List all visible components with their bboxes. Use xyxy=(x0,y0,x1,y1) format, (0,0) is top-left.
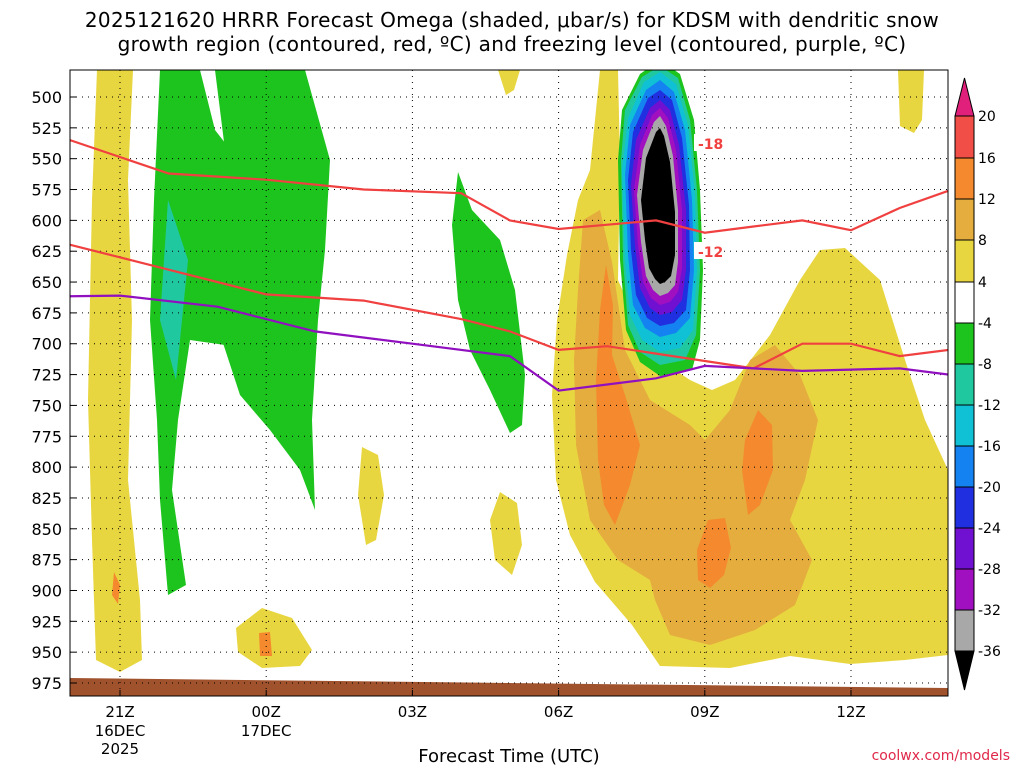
colorbar-label: -36 xyxy=(978,644,1001,660)
ascent-core-left xyxy=(112,572,120,604)
y-tick-label: 850 xyxy=(31,520,62,539)
x-tick-label: 21Z xyxy=(105,703,134,721)
colorbar-swatch xyxy=(954,322,975,365)
x-tick-label: 06Z xyxy=(544,703,573,721)
x-tick-label: 09Z xyxy=(690,703,719,721)
colorbar-swatch xyxy=(954,281,975,324)
credit-text: coolwx.com/models xyxy=(872,748,1010,764)
ascent-blob-lower-mid xyxy=(490,492,522,575)
ascent-strong-c xyxy=(697,518,731,588)
dgz-lower-label-bg xyxy=(694,242,724,259)
y-tick-label: 825 xyxy=(31,489,62,508)
y-tick-label: 550 xyxy=(31,150,62,169)
ascent-core-lower-left xyxy=(259,632,272,656)
colorbar-label: -20 xyxy=(978,480,1001,496)
colorbar-swatch xyxy=(954,445,975,488)
ascent-blob-topright xyxy=(898,70,924,133)
y-tick-label: 975 xyxy=(31,674,62,693)
ascent-strip-left xyxy=(88,70,142,672)
y-tick-label: 575 xyxy=(31,181,62,200)
ascent-blob-mid xyxy=(358,447,384,545)
freezing-level-contour xyxy=(70,294,948,392)
x-tick-label: 12Z xyxy=(836,703,865,721)
colorbar-swatch xyxy=(954,527,975,570)
chart-title-line1: 2025121620 HRRR Forecast Omega (shaded, … xyxy=(85,8,939,32)
colorbar-label: -8 xyxy=(978,357,992,373)
colorbar-top-arrow xyxy=(954,77,975,117)
colorbar-label: 16 xyxy=(978,151,996,167)
y-tick-label: 775 xyxy=(31,427,62,446)
descent-band-c xyxy=(452,172,525,433)
colorbar-label: -24 xyxy=(978,521,1001,537)
descent-core-a xyxy=(160,200,188,380)
ascent-moderate xyxy=(574,210,818,645)
x-axis-title: Forecast Time (UTC) xyxy=(418,746,599,767)
chart-title-line2: growth region (contoured, red, ºC) and f… xyxy=(118,32,907,56)
colorbar-swatch xyxy=(954,198,975,241)
colorbar-swatch xyxy=(954,157,975,200)
ascent-strong-b xyxy=(742,410,773,515)
y-tick-label: 750 xyxy=(31,396,62,415)
colorbar-swatch xyxy=(954,239,975,283)
x-tick-year: 2025 xyxy=(101,740,139,758)
y-tick-label: 600 xyxy=(31,211,62,230)
colorbar-bottom-arrow xyxy=(954,650,975,691)
descent-band-b xyxy=(215,70,330,510)
y-tick-label: 800 xyxy=(31,458,62,477)
grid xyxy=(70,70,948,696)
colorbar: 20 16 12 8 4 -4 -8 -12 -16 -20 -24 -28 -32 -36 xyxy=(954,77,1001,691)
colorbar-label: 20 xyxy=(978,109,996,125)
x-tick-date: 16DEC xyxy=(95,722,146,740)
dgz-upper-contour xyxy=(70,138,948,234)
colorbar-label: -4 xyxy=(978,316,992,332)
y-tick-label: 950 xyxy=(31,643,62,662)
y-tick-label: 925 xyxy=(31,612,62,631)
y-tick-label: 900 xyxy=(31,581,62,600)
colorbar-swatch xyxy=(954,609,975,652)
terrain xyxy=(70,678,948,696)
dgz-upper-label: -18 xyxy=(698,137,723,153)
x-tick-date: 17DEC xyxy=(241,722,292,740)
colorbar-label: 12 xyxy=(978,192,996,208)
colorbar-label: -12 xyxy=(978,398,1001,414)
dgz-lower-label: -12 xyxy=(698,245,723,261)
ascent-strong-a xyxy=(596,265,640,525)
colorbar-label: 8 xyxy=(978,233,987,249)
y-tick-label: 525 xyxy=(31,119,62,138)
plot-frame xyxy=(69,69,949,697)
colorbar-swatch xyxy=(954,115,975,159)
x-tick-label: 03Z xyxy=(398,703,427,721)
contour-lines xyxy=(70,138,948,392)
dgz-lower-contour xyxy=(70,243,948,370)
colorbar-swatch xyxy=(954,404,975,447)
y-tick-label: 700 xyxy=(31,335,62,354)
colorbar-label: -16 xyxy=(978,439,1001,455)
colorbar-swatch xyxy=(954,486,975,529)
colorbar-label: -32 xyxy=(978,603,1001,619)
ascent-blob-lower-left xyxy=(236,608,312,668)
descent-band-a xyxy=(150,70,265,595)
y-tick-label: 625 xyxy=(31,242,62,261)
ascent-blob-top xyxy=(498,70,520,95)
x-tick-label: 00Z xyxy=(252,703,281,721)
y-tick-label: 875 xyxy=(31,551,62,570)
y-tick-label: 650 xyxy=(31,273,62,292)
dgz-upper-label-bg xyxy=(694,134,724,151)
y-tick-label: 725 xyxy=(31,366,62,385)
descent-jet-black xyxy=(641,128,675,284)
colorbar-swatch xyxy=(954,363,975,406)
y-axis: 500 525 550 575 600 625 650 675 700 725 750 775 800 8… xyxy=(31,88,76,693)
y-tick-label: 500 xyxy=(31,88,62,107)
colorbar-label: 4 xyxy=(978,275,987,291)
colorbar-swatch xyxy=(954,568,975,611)
y-tick-label: 675 xyxy=(31,304,62,323)
colorbar-label: -28 xyxy=(978,562,1001,578)
